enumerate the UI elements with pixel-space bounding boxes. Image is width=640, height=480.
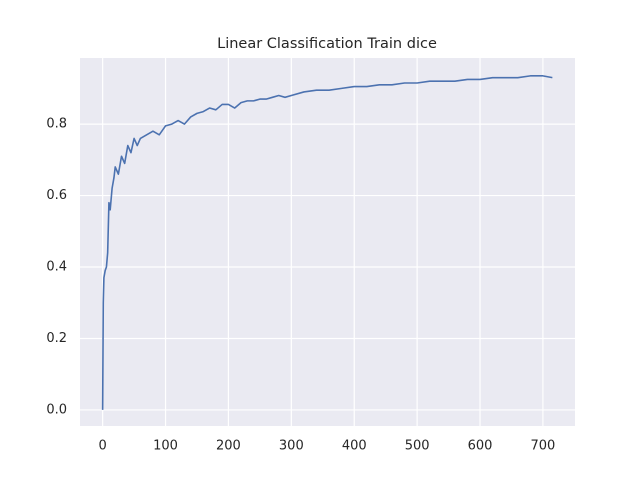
x-tick-label: 0: [99, 439, 107, 454]
plot-area: [80, 58, 575, 426]
x-tick-label: 200: [216, 439, 241, 454]
chart-title: Linear Classification Train dice: [217, 36, 437, 52]
x-tick-label: 700: [531, 439, 556, 454]
y-tick-label: 0.2: [46, 331, 67, 346]
y-tick-label: 0.8: [46, 117, 67, 132]
data-line: [101, 75, 553, 410]
x-tick-label: 600: [468, 439, 493, 454]
x-tick-label: 400: [342, 439, 367, 454]
y-tick-label: 0.0: [46, 402, 67, 417]
x-tick-label: 300: [279, 439, 304, 454]
y-tick-label: 0.6: [46, 188, 67, 203]
x-tick-label: 100: [153, 439, 178, 454]
x-tick-label: 500: [405, 439, 430, 454]
y-tick-label: 0.4: [46, 260, 67, 275]
